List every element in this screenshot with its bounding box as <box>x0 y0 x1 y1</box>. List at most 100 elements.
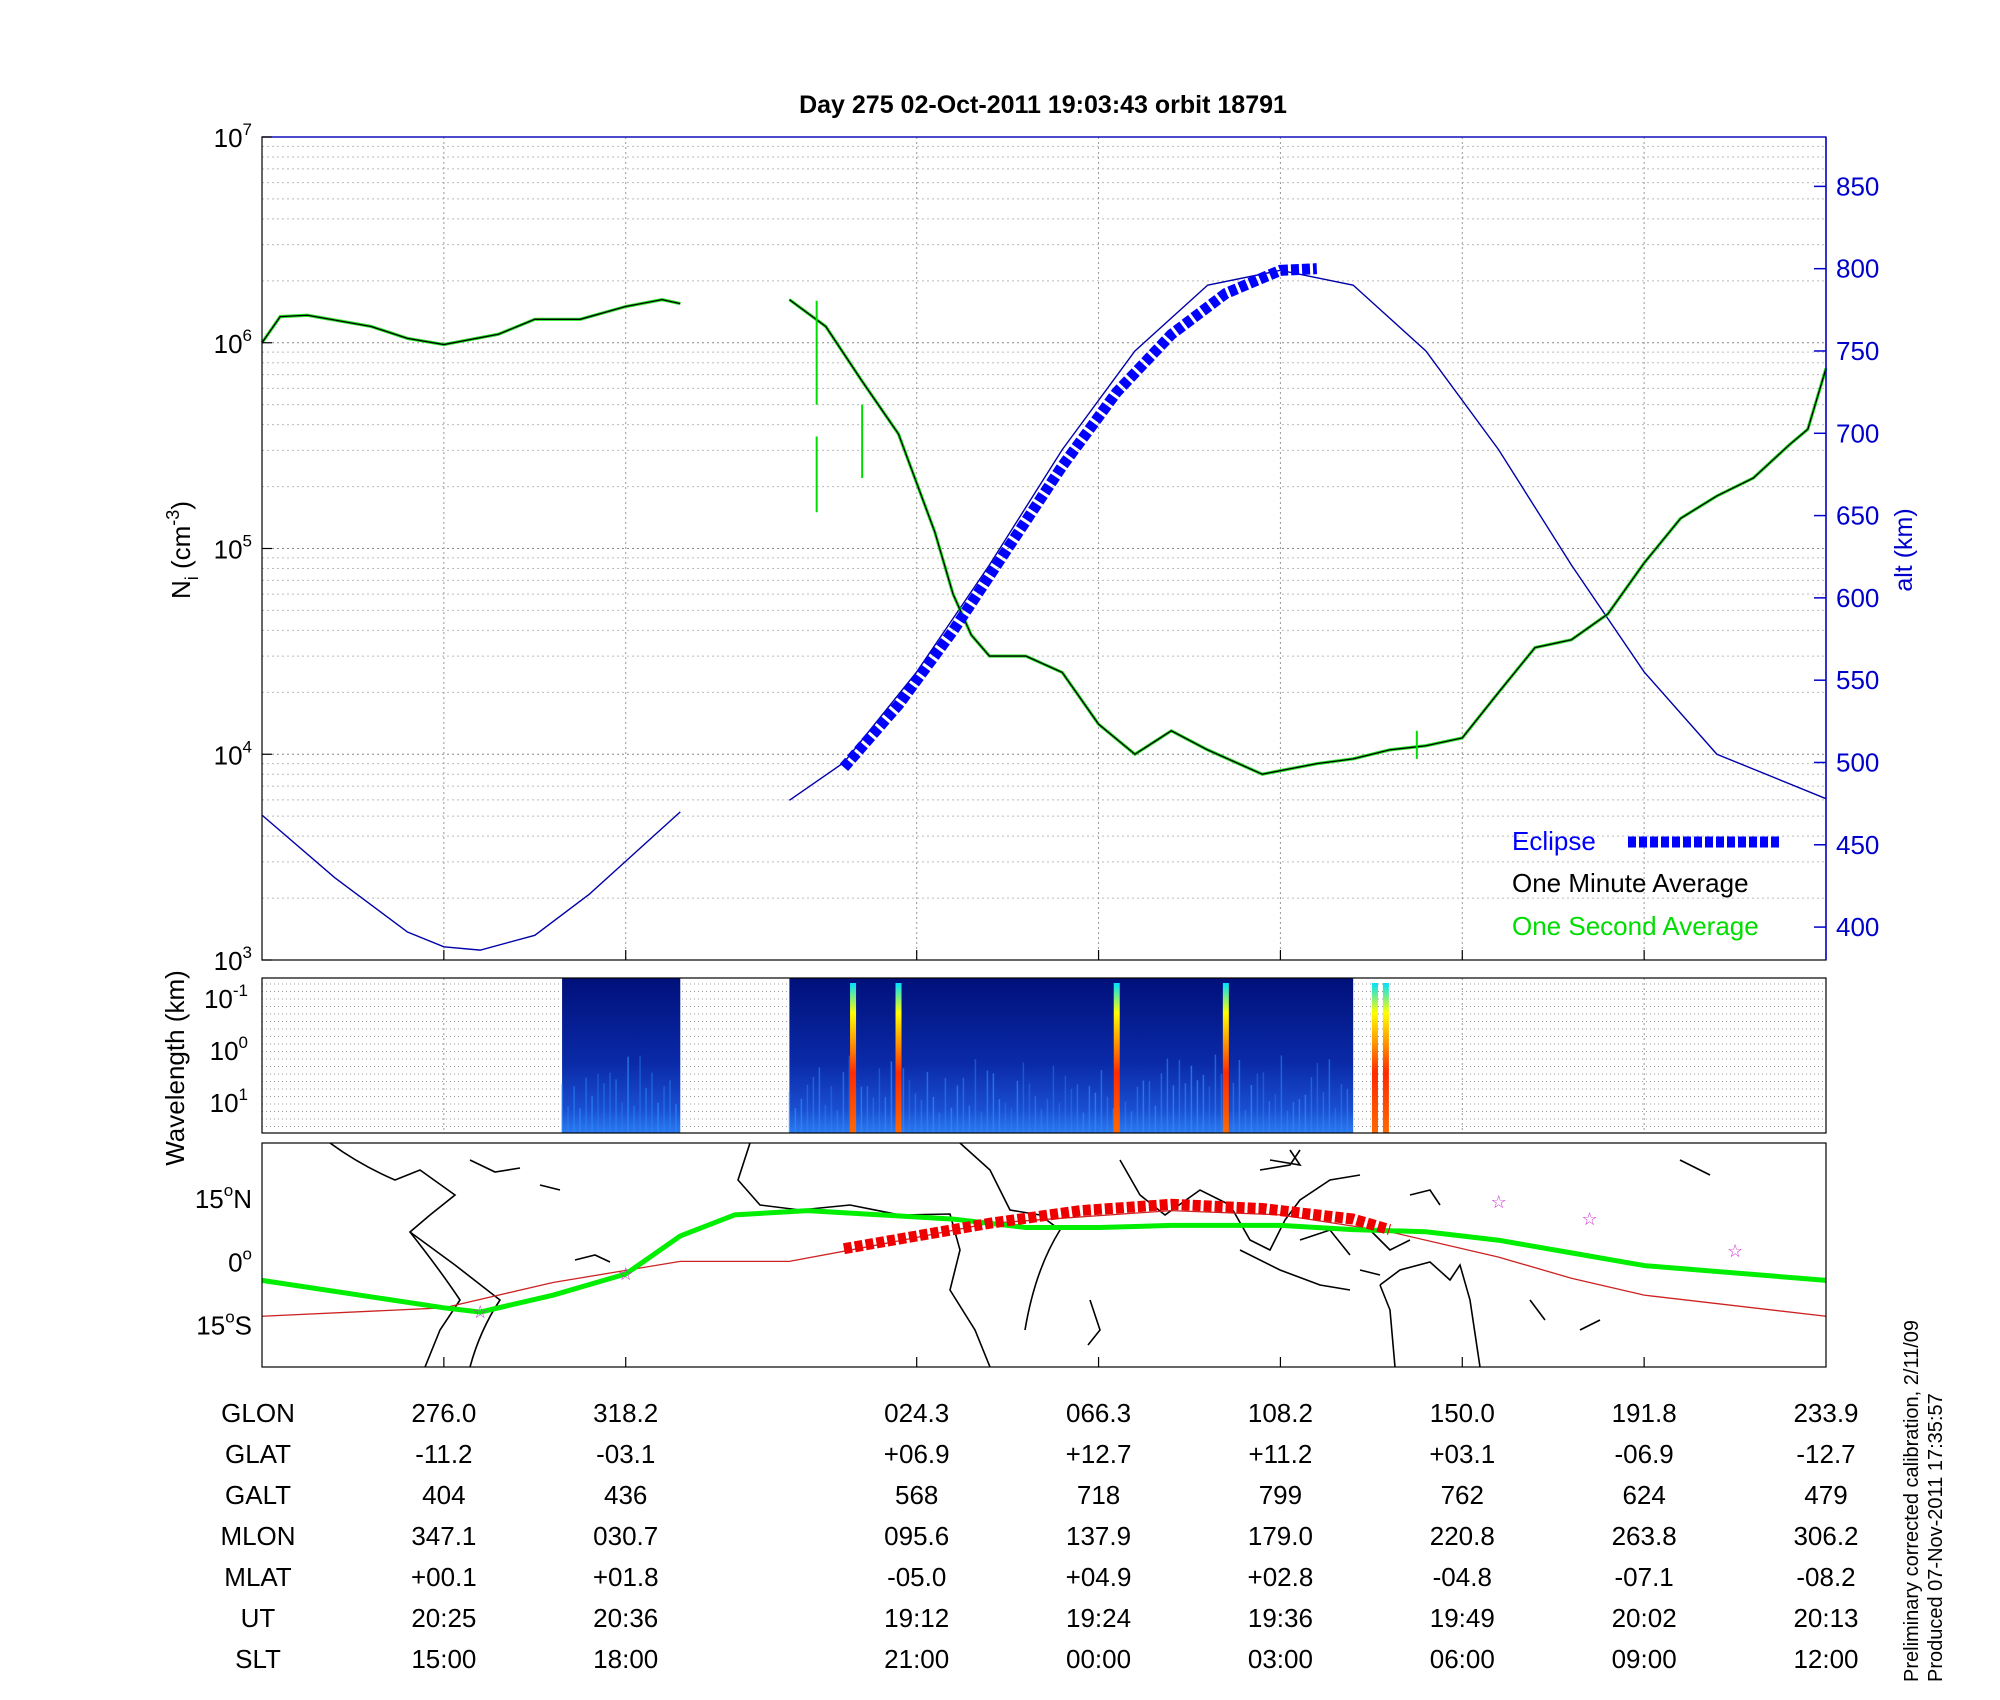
star-marker-icon: ☆ <box>618 1264 634 1284</box>
table-cell: +02.8 <box>1248 1562 1314 1592</box>
spectrogram-streak <box>1222 983 1229 1133</box>
table-cell: 21:00 <box>884 1644 949 1674</box>
table-cell: -08.2 <box>1796 1562 1855 1592</box>
table-cell: 20:36 <box>593 1603 658 1633</box>
table-cell: -05.0 <box>887 1562 946 1592</box>
table-cell: 191.8 <box>1612 1398 1677 1428</box>
table-row-label: GALT <box>225 1480 291 1510</box>
altitude-tick-label: 850 <box>1836 171 1879 201</box>
legend-minute-average: One Minute Average <box>1512 868 1749 898</box>
star-marker-icon: ☆ <box>1582 1209 1598 1229</box>
table-cell: 404 <box>422 1480 465 1510</box>
table-cell: 06:00 <box>1430 1644 1495 1674</box>
table-cell: 19:36 <box>1248 1603 1313 1633</box>
altitude-tick-label: 550 <box>1836 665 1879 695</box>
table-cell: 19:12 <box>884 1603 949 1633</box>
table-cell: 03:00 <box>1248 1644 1313 1674</box>
map-x-gridlines <box>443 1357 1645 1367</box>
ylabel-main: N <box>166 580 196 599</box>
spectrogram-frame <box>261 977 1827 1134</box>
density-y-tick-label: 104 <box>214 737 252 770</box>
table-cell: 09:00 <box>1612 1644 1677 1674</box>
table-cell: -06.9 <box>1615 1439 1674 1469</box>
coastline-americas <box>329 1143 502 1367</box>
table-cell: 762 <box>1441 1480 1484 1510</box>
table-cell: 108.2 <box>1248 1398 1313 1428</box>
minute-average-line <box>261 298 681 346</box>
spectrogram-block <box>789 978 1354 1133</box>
star-marker-icon: ☆ <box>1727 1241 1743 1261</box>
table-cell: 220.8 <box>1430 1521 1495 1551</box>
table-cell: 066.3 <box>1066 1398 1131 1428</box>
table-cell: -11.2 <box>415 1439 472 1469</box>
density-series <box>260 263 1828 951</box>
footnote-calibration: Preliminary corrected calibration, 2/11/… <box>1901 1320 1923 1682</box>
density-y-tick-labels: 103 104 105 106 107 <box>214 120 272 976</box>
altitude-axis-label: alt (km) <box>1890 508 1918 591</box>
spectrogram-gridlines <box>262 978 1826 1133</box>
table-cell: 15:00 <box>411 1644 476 1674</box>
table-cell: 00:00 <box>1066 1644 1131 1674</box>
spectrogram-streak <box>850 983 857 1133</box>
eclipse-track-line <box>843 1198 1392 1255</box>
altitude-line <box>261 811 681 951</box>
altitude-tick-label: 500 <box>1836 747 1879 777</box>
table-cell: +03.1 <box>1429 1439 1495 1469</box>
map-y-tick-label: 15oS <box>196 1308 252 1341</box>
table-cell: 20:13 <box>1793 1603 1858 1633</box>
coastline-madagascar <box>1087 1299 1101 1346</box>
table-row-label: GLON <box>221 1398 295 1428</box>
table-cell: 179.0 <box>1248 1521 1313 1551</box>
coastline-pacific-islands <box>1409 1159 1711 1331</box>
altitude-tick-label: 400 <box>1836 912 1879 942</box>
table-cell: 12:00 <box>1793 1644 1858 1674</box>
spectrogram-block <box>562 978 681 1133</box>
table-cell: 030.7 <box>593 1521 658 1551</box>
altitude-tick-label: 800 <box>1836 254 1879 284</box>
table-cell: 19:24 <box>1066 1603 1131 1633</box>
spectrogram-blocks <box>561 978 1389 1133</box>
density-y-axis-label: Ni (cm-3) <box>163 501 202 599</box>
altitude-tick-label: 450 <box>1836 830 1879 860</box>
table-cell: 095.6 <box>884 1521 949 1551</box>
star-marker-icon: ☆ <box>472 1302 488 1322</box>
coastline-australia <box>1379 1261 1481 1367</box>
table-cell: 624 <box>1622 1480 1665 1510</box>
table-cell: -04.8 <box>1433 1562 1492 1592</box>
chart-title: Day 275 02-Oct-2011 19:03:43 orbit 18791 <box>799 91 1287 119</box>
spectrogram-panel: 10-1 100 101 Wavelength (km) <box>160 970 1827 1166</box>
legend: Eclipse One Minute Average One Second Av… <box>1512 826 1780 941</box>
eclipse-line <box>839 263 1318 772</box>
table-cell: 276.0 <box>411 1398 476 1428</box>
map-y-tick-label: 15oN <box>195 1181 252 1214</box>
spectrogram-streak <box>1371 983 1378 1133</box>
table-cell: 150.0 <box>1430 1398 1495 1428</box>
map-panel: ☆ ☆ ☆ ☆ ☆ 15oN 0o 15oS <box>195 1142 1827 1368</box>
table-cell: 306.2 <box>1793 1521 1858 1551</box>
legend-eclipse: Eclipse <box>1512 826 1596 856</box>
minute-average-line <box>789 299 1827 775</box>
table-cell: 479 <box>1804 1480 1847 1510</box>
coastlines <box>329 1143 1711 1367</box>
table-cell: 718 <box>1077 1480 1120 1510</box>
altitude-tick-label: 750 <box>1836 336 1879 366</box>
magnetic-equator-line <box>261 1209 1827 1317</box>
density-y-tick-label: 103 <box>214 943 252 976</box>
spectrogram-y-axis-label: Wavelength (km) <box>160 970 190 1166</box>
map-series: ☆ ☆ ☆ ☆ ☆ <box>261 1192 1827 1322</box>
table-cell: +00.1 <box>411 1562 477 1592</box>
table-cell: +06.9 <box>884 1439 950 1469</box>
table-cell: 19:49 <box>1430 1603 1495 1633</box>
coastline-caribbean <box>469 1159 611 1263</box>
table-cell: 347.1 <box>411 1521 476 1551</box>
spectrogram-streak <box>895 983 902 1133</box>
table-cell: +01.8 <box>593 1562 659 1592</box>
spectrogram-streak <box>1113 983 1120 1133</box>
table-row-label: UT <box>241 1603 276 1633</box>
table-cell: 318.2 <box>593 1398 658 1428</box>
table-cell: 024.3 <box>884 1398 949 1428</box>
spectrogram-y-tick-labels: 10-1 100 101 <box>204 981 248 1118</box>
footnote-produced: Produced 07-Nov-2011 17:35:57 <box>1925 1393 1947 1682</box>
table-cell: +04.9 <box>1066 1562 1132 1592</box>
